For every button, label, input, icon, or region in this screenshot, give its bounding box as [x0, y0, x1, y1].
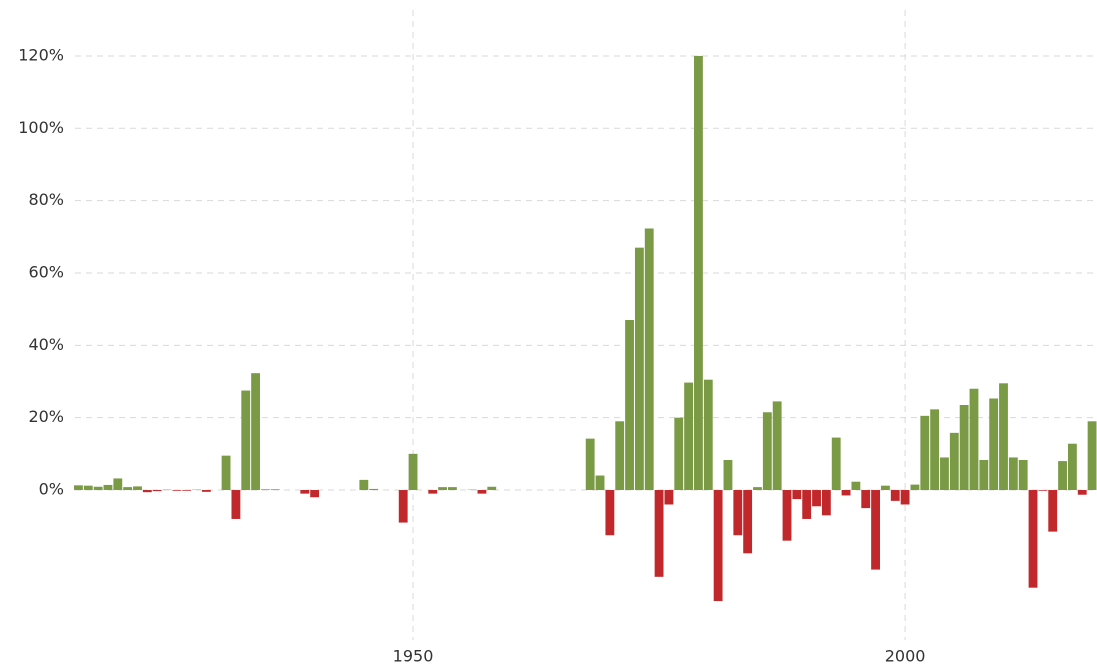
bar [644, 228, 654, 491]
bar [713, 490, 723, 602]
bar [93, 486, 103, 491]
bar [979, 459, 989, 491]
bar [270, 489, 280, 491]
bar [910, 484, 920, 491]
y-tick-label: 60% [28, 262, 64, 281]
y-tick-label: 120% [18, 45, 64, 64]
bar [103, 484, 113, 491]
bar [851, 481, 861, 491]
bar [1067, 443, 1077, 491]
bar [359, 479, 369, 491]
bar [831, 437, 841, 491]
bar [241, 390, 251, 491]
bar [231, 490, 241, 519]
bar [201, 490, 211, 492]
bar [1048, 490, 1058, 532]
bar [871, 490, 880, 570]
bar [261, 489, 270, 491]
x-tick-label: 1950 [393, 647, 434, 664]
bar [585, 438, 595, 491]
bar [142, 490, 152, 493]
bar [1038, 490, 1048, 491]
bar [733, 490, 743, 536]
bar [133, 486, 142, 491]
bar [447, 487, 457, 491]
bar [1058, 461, 1067, 491]
bar [182, 490, 192, 491]
bar [1077, 490, 1087, 495]
bar [930, 409, 940, 491]
bar [438, 487, 447, 491]
bar [310, 490, 320, 498]
y-tick-label: 0% [39, 480, 64, 499]
bar [821, 490, 831, 516]
bar [812, 490, 821, 507]
bar [634, 247, 644, 491]
bar [890, 490, 900, 501]
bar [605, 490, 615, 536]
bar [664, 490, 674, 505]
bar [792, 490, 802, 500]
bar [684, 382, 694, 491]
bar [1028, 490, 1038, 588]
bar [989, 398, 999, 491]
bar [113, 478, 123, 491]
bar [1018, 459, 1028, 491]
bar [841, 490, 851, 496]
bar [674, 417, 684, 491]
bar [369, 488, 379, 491]
bar [172, 490, 182, 491]
bar [615, 421, 625, 491]
bar [487, 486, 497, 491]
x-tick-label: 2000 [885, 647, 926, 664]
bar [949, 432, 959, 491]
bars [74, 55, 1097, 602]
bar [723, 459, 733, 491]
bar [920, 415, 930, 491]
bar [251, 373, 261, 491]
bar [861, 490, 871, 509]
bar [428, 490, 438, 494]
bar [74, 485, 83, 491]
bar [123, 487, 133, 491]
bar [703, 379, 713, 491]
bar [300, 490, 310, 494]
y-tick-label: 40% [28, 335, 64, 354]
bar [772, 401, 782, 491]
bar [477, 490, 487, 494]
bar [880, 485, 890, 491]
bar [940, 457, 949, 491]
bar [625, 320, 634, 491]
y-tick-label: 100% [18, 118, 64, 137]
bar [398, 490, 408, 523]
y-tick-label: 20% [28, 407, 64, 426]
y-tick-label: 80% [28, 190, 64, 209]
bar [900, 490, 910, 505]
bar [782, 490, 792, 541]
bar [743, 490, 753, 554]
bar [1087, 421, 1097, 491]
bar [408, 453, 418, 491]
bar [221, 455, 231, 491]
bar [959, 405, 969, 491]
bar [999, 383, 1008, 491]
bar [802, 490, 812, 519]
bar [1008, 457, 1018, 491]
bar [762, 412, 772, 491]
bar [654, 490, 664, 577]
bar [595, 475, 605, 491]
bar [83, 485, 93, 491]
bar [753, 487, 762, 491]
bar [694, 55, 703, 491]
bar [152, 490, 162, 492]
bar [969, 388, 979, 491]
